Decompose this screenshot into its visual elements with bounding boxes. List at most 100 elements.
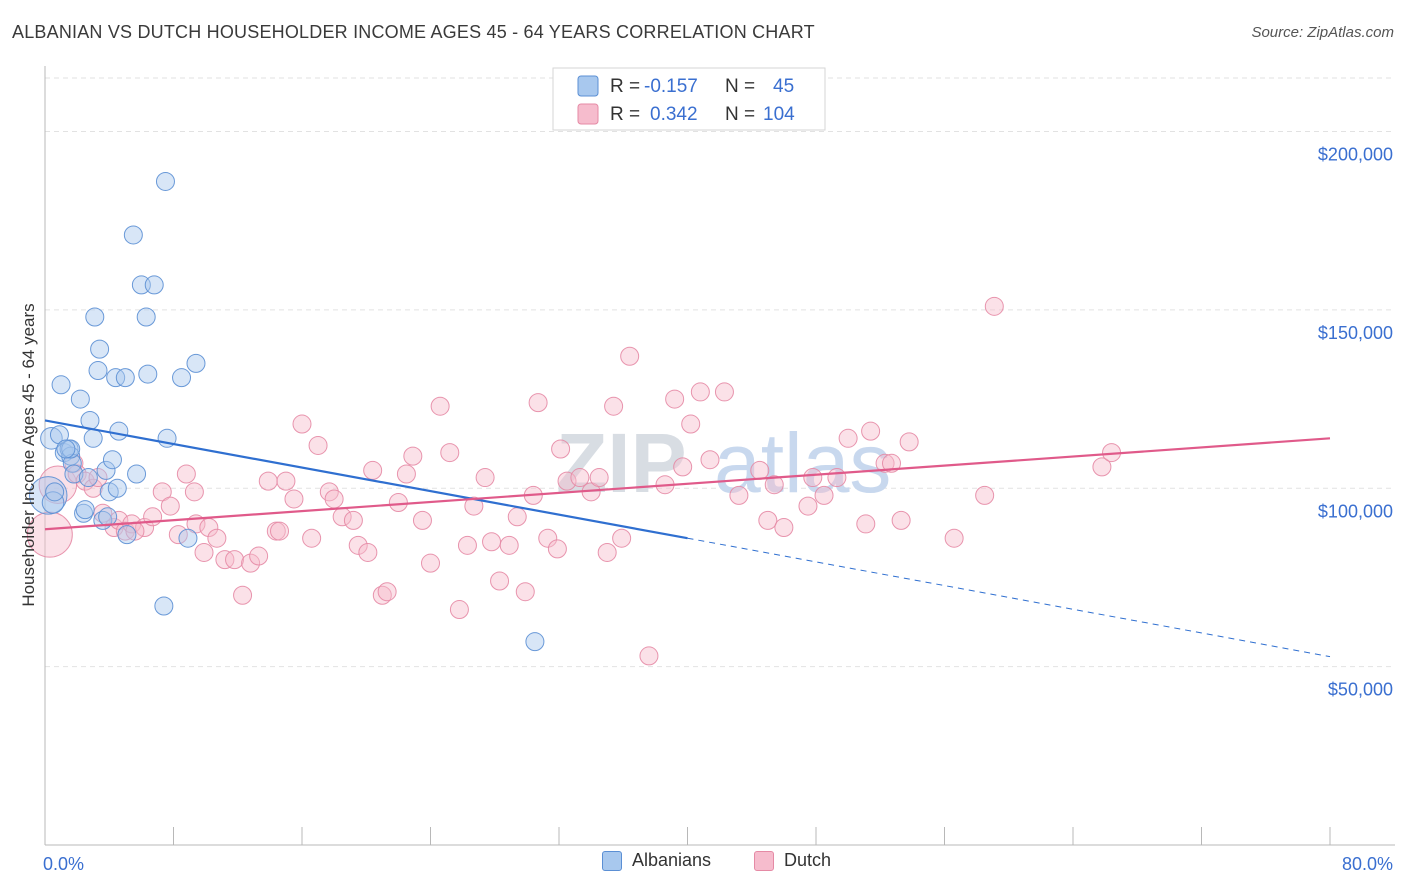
legend-label-dutch: Dutch — [784, 850, 832, 870]
dutch-point — [83, 478, 103, 498]
legend-item-albanians[interactable]: Albanians — [602, 850, 711, 871]
albanians-point — [144, 275, 164, 295]
x-tick-label: 80.0% — [1342, 854, 1393, 874]
n-label-dutch: N = — [725, 104, 755, 125]
albanians-point — [45, 482, 65, 502]
albanians-point — [51, 375, 71, 395]
dutch-point — [944, 528, 964, 548]
dutch-point — [308, 435, 328, 455]
dutch-point — [168, 525, 188, 545]
dutch-point — [557, 471, 577, 491]
dutch-point — [803, 468, 823, 488]
dutch-point — [528, 393, 548, 413]
dutch-point — [827, 468, 847, 488]
n-value-dutch: 104 — [763, 104, 795, 125]
r-label-dutch: R = — [610, 104, 640, 125]
albanians-point — [117, 525, 137, 545]
dutch-point — [396, 464, 416, 484]
dutch-point — [457, 535, 477, 555]
dutch-point — [570, 468, 590, 488]
dutch-point — [612, 528, 632, 548]
albanians-point — [106, 368, 126, 388]
albanians-point — [64, 464, 84, 484]
dutch-point — [233, 585, 253, 605]
dutch-legend-swatch — [577, 103, 599, 125]
watermark: ZIP atlas — [556, 416, 891, 510]
dutch-trend-line — [44, 437, 1331, 531]
dutch-point — [856, 514, 876, 534]
dutch-point — [388, 493, 408, 513]
dutch-point — [258, 471, 278, 491]
albanians-point — [90, 339, 110, 359]
dutch-point — [499, 535, 519, 555]
albanians-point — [123, 225, 143, 245]
albanians-point — [78, 468, 98, 488]
dutch-point — [225, 550, 245, 570]
dutch-point — [241, 553, 261, 573]
dutch-point — [547, 539, 567, 559]
dutch-point — [764, 475, 784, 495]
dutch-point — [798, 496, 818, 516]
dutch-point — [464, 496, 484, 516]
dutch-point — [597, 542, 617, 562]
dutch-point — [292, 414, 312, 434]
dutch-point — [184, 482, 204, 502]
albanians-point — [136, 307, 156, 327]
dutch-point — [421, 553, 440, 573]
dutch-point — [160, 496, 180, 516]
dutch-point — [673, 457, 693, 477]
dutch-point — [774, 517, 794, 537]
r-value-dutch: 0.342 — [650, 104, 698, 125]
dutch-point — [714, 382, 734, 402]
dutch-point — [690, 382, 710, 402]
dutch-point — [284, 489, 304, 509]
dutch-point — [881, 453, 901, 473]
dutch-point — [302, 528, 322, 548]
dutch-point — [377, 582, 397, 602]
albanians-point — [525, 632, 545, 652]
dutch-point — [975, 485, 995, 505]
y-axis-label: Householder Income Ages 45 - 64 years — [19, 303, 38, 606]
albanians-point — [56, 439, 76, 459]
dutch-point — [984, 296, 1004, 316]
legend-item-dutch[interactable]: Dutch — [754, 850, 831, 871]
data-points — [26, 171, 1122, 666]
albanians-point — [127, 464, 147, 484]
dutch-point — [88, 468, 108, 488]
dutch-point — [899, 432, 919, 452]
albanians-point — [70, 389, 90, 409]
dutch-point — [700, 450, 720, 470]
r-value-albanians: -0.157 — [644, 76, 698, 97]
dutch-point — [270, 521, 290, 541]
dutch-point — [403, 446, 423, 466]
r-label-albanians: R = — [610, 76, 640, 97]
albanians-legend-swatch — [577, 75, 599, 97]
albanians-swatch — [602, 850, 622, 871]
dutch-point — [758, 510, 778, 530]
n-label-albanians: N = — [725, 76, 755, 97]
albanians-point — [107, 478, 127, 498]
watermark-zip: ZIP — [556, 416, 687, 510]
trend-lines — [44, 419, 1331, 658]
albanians-point — [102, 450, 122, 470]
dutch-point — [750, 460, 770, 480]
dutch-point — [604, 396, 624, 416]
x-tick-label: 0.0% — [43, 854, 84, 874]
dutch-point — [176, 464, 196, 484]
dutch-point — [665, 389, 685, 409]
dutch-point — [639, 646, 659, 666]
dutch-point — [276, 471, 296, 491]
dutch-point — [430, 396, 450, 416]
dutch-point — [449, 600, 469, 620]
albanians-point — [172, 368, 192, 388]
dutch-point — [838, 428, 858, 448]
dutch-point — [620, 346, 640, 366]
dutch-point — [348, 535, 368, 555]
dutch-point — [440, 443, 460, 463]
legend-label-albanians: Albanians — [632, 850, 712, 870]
dutch-point — [152, 482, 172, 502]
dutch-point — [75, 471, 95, 491]
dutch-point — [814, 485, 834, 505]
dutch-point — [482, 532, 502, 552]
